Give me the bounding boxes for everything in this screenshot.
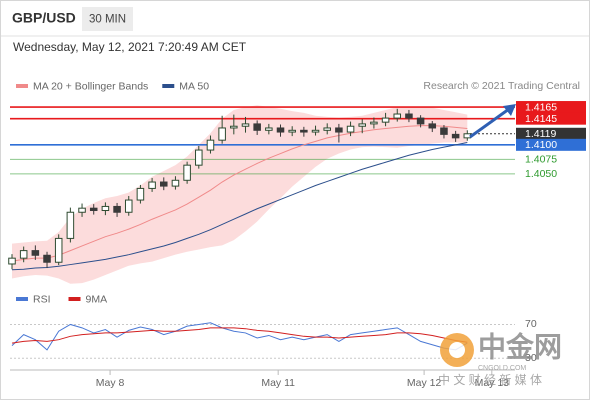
candle-body (171, 179, 180, 187)
candle-body (195, 149, 203, 166)
watermark-brand: 中金网 (478, 330, 562, 362)
candle-body (440, 127, 448, 135)
level-label-box (516, 138, 586, 151)
level-label-box (516, 101, 586, 114)
candle-body (206, 139, 215, 151)
level-label: 1.4145 (525, 113, 557, 125)
level-label: 1.4075 (525, 154, 557, 166)
level-label: 1.4119 (525, 128, 556, 140)
legend-swatch (162, 84, 175, 88)
level-label: 1.4100 (525, 139, 557, 151)
candle-body (451, 133, 460, 139)
candle-body (323, 127, 331, 131)
candle-body (159, 181, 168, 187)
candle-body (183, 164, 191, 181)
timeframe-box (82, 7, 133, 31)
level-label-box (516, 112, 586, 125)
candle-body (311, 129, 320, 133)
candle-body (253, 123, 261, 131)
candle-body (381, 117, 390, 123)
y-tick-label: 30 (525, 352, 537, 364)
candle-body (288, 129, 296, 133)
candle-body (148, 181, 156, 189)
candle-body (335, 127, 343, 133)
candle-body (8, 257, 16, 265)
candle-body (54, 237, 63, 263)
candle-body (124, 199, 133, 213)
candle-body (218, 127, 226, 141)
watermark: 中金网 CNGOLD.COM 中 文 财 经 新 媒 体 (438, 330, 562, 387)
x-tick-label: May 8 (96, 377, 125, 389)
candle-body (393, 113, 402, 119)
series-line (11, 327, 468, 344)
legend-swatch (16, 84, 28, 88)
candle-body (276, 127, 285, 133)
candle-body (31, 250, 40, 256)
watermark-slogan: 中 文 财 经 新 媒 体 (438, 372, 542, 387)
candle-body (241, 123, 250, 127)
credit: Research © 2021 Trading Central (423, 80, 580, 92)
watermark-site: CNGOLD.COM (478, 365, 526, 372)
watermark-logo-inner (449, 342, 465, 358)
candle-body (346, 125, 355, 133)
forecast-arrow-head (503, 104, 516, 116)
candle-body (19, 250, 28, 259)
level-label: 1.4050 (525, 168, 557, 180)
candle-body (230, 125, 238, 129)
x-tick-label: May 12 (407, 377, 442, 389)
candle-body (136, 187, 145, 201)
candle-body (78, 207, 86, 213)
candle-body (300, 129, 308, 133)
level-label: 1.4165 (525, 101, 557, 113)
candle-body (370, 121, 378, 125)
rsi-panel: 30 70 May 8 May 11 May 12 May 13 RSI 9MA (10, 293, 537, 389)
legend-label: 9MA (86, 293, 108, 305)
legend-label: RSI (33, 293, 51, 305)
symbol: GBP/USD (12, 10, 76, 26)
candle-body (113, 205, 121, 213)
level-label-box (516, 127, 586, 140)
series-line (11, 322, 468, 351)
moving-average (11, 142, 468, 271)
x-tick-label: May 11 (261, 377, 295, 389)
candle-body (405, 113, 413, 119)
legend-label: MA 50 (179, 80, 209, 92)
timestamp: Wednesday, May 12, 2021 7:20:49 AM CET (13, 40, 247, 54)
legend-swatch (68, 297, 81, 301)
legend-swatch (16, 297, 28, 301)
candle-body (43, 254, 51, 263)
timeframe: 30 MIN (89, 14, 126, 26)
candle-body (358, 123, 367, 127)
moving-average (11, 125, 468, 262)
legend-label: MA 20 + Bollinger Bands (33, 80, 148, 92)
candle-body (428, 123, 437, 129)
candle-body (66, 211, 75, 239)
x-tick-label: May 13 (475, 377, 510, 389)
bollinger-band (12, 105, 468, 284)
candle-body (265, 127, 273, 131)
y-tick-label: 70 (525, 318, 537, 330)
forecast-arrow (469, 107, 510, 139)
candle-body (416, 117, 425, 125)
candle-body (101, 205, 110, 212)
candle-body (89, 207, 98, 212)
